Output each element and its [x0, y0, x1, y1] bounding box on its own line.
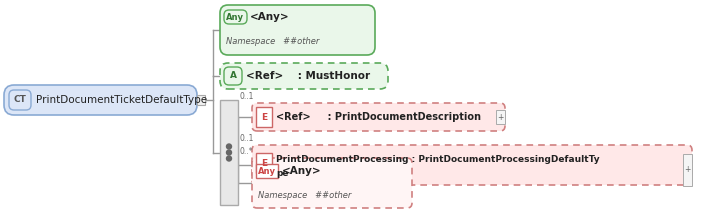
- FancyBboxPatch shape: [256, 107, 272, 127]
- FancyBboxPatch shape: [252, 158, 412, 208]
- Circle shape: [227, 156, 232, 161]
- FancyBboxPatch shape: [252, 145, 692, 185]
- Circle shape: [227, 144, 232, 149]
- FancyBboxPatch shape: [4, 85, 197, 115]
- Text: pe: pe: [276, 169, 289, 177]
- Text: <Any>: <Any>: [250, 12, 290, 22]
- Text: A: A: [230, 72, 237, 81]
- Text: Namespace   ##other: Namespace ##other: [226, 38, 319, 46]
- FancyBboxPatch shape: [220, 63, 388, 89]
- Text: 0..1: 0..1: [240, 92, 254, 101]
- FancyBboxPatch shape: [9, 90, 31, 110]
- FancyBboxPatch shape: [683, 154, 692, 186]
- Text: <Ref>     : PrintDocumentDescription: <Ref> : PrintDocumentDescription: [276, 112, 481, 122]
- Text: Namespace   ##other: Namespace ##other: [258, 192, 352, 200]
- FancyBboxPatch shape: [197, 95, 205, 105]
- FancyBboxPatch shape: [224, 10, 247, 24]
- Text: E: E: [261, 112, 267, 122]
- Text: Any: Any: [226, 12, 244, 22]
- FancyBboxPatch shape: [220, 100, 238, 205]
- Text: <Ref>    : MustHonor: <Ref> : MustHonor: [246, 71, 370, 81]
- Text: PrintDocumentTicketDefaultType: PrintDocumentTicketDefaultType: [36, 95, 207, 105]
- FancyBboxPatch shape: [252, 103, 505, 131]
- Circle shape: [227, 150, 232, 155]
- FancyBboxPatch shape: [256, 153, 272, 173]
- Text: CT: CT: [13, 96, 27, 104]
- FancyBboxPatch shape: [496, 110, 505, 124]
- Text: +: +: [497, 112, 503, 122]
- Text: PrintDocumentProcessing : PrintDocumentProcessingDefaultTy: PrintDocumentProcessing : PrintDocumentP…: [276, 154, 600, 164]
- Text: +: +: [684, 165, 690, 174]
- FancyBboxPatch shape: [256, 164, 278, 178]
- Text: E: E: [261, 158, 267, 168]
- Text: Any: Any: [258, 166, 276, 176]
- Text: 0..1: 0..1: [240, 134, 254, 143]
- FancyBboxPatch shape: [220, 5, 375, 55]
- FancyBboxPatch shape: [224, 67, 242, 85]
- Text: <Any>: <Any>: [282, 166, 322, 176]
- Text: 0..*: 0..*: [240, 147, 253, 156]
